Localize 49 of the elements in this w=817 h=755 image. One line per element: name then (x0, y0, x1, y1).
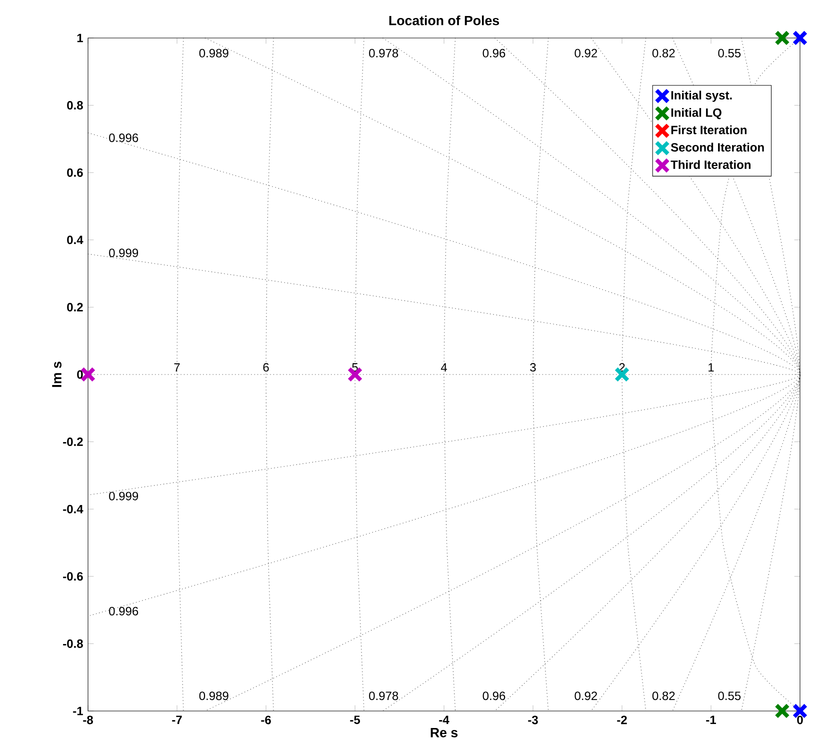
annotation: 0.55 (718, 48, 741, 58)
x-tick-label: -4 (439, 716, 450, 724)
x-axis-title: Re s (430, 728, 458, 738)
annotation: 0.55 (718, 692, 741, 700)
y-axis-title: Im s (52, 362, 62, 387)
y-tick-label: 1 (77, 34, 83, 42)
annotation: 0.82 (652, 692, 675, 700)
annotation: 0.978 (369, 692, 398, 700)
annotation: 0.999 (109, 248, 138, 258)
x-tick-label: -5 (350, 716, 360, 724)
y-tick-label: -0.2 (63, 438, 83, 446)
legend-label: Initial syst. (671, 90, 732, 102)
y-tick-label: -0.8 (63, 639, 83, 648)
annotation: 0.999 (109, 492, 138, 500)
y-tick-label: 0 (77, 370, 83, 379)
y-tick-label: -0.6 (63, 572, 83, 581)
annotation: 7 (174, 363, 180, 372)
y-tick-label: -1 (73, 706, 83, 716)
annotation: 0.96 (482, 48, 506, 58)
chart-title: Location of Poles (389, 15, 500, 26)
x-tick-label: -3 (528, 716, 538, 724)
legend-label: Initial LQ (671, 108, 722, 120)
annotation: 0.989 (199, 48, 228, 58)
legend-label: First Iteration (671, 125, 746, 134)
annotation: 0.82 (652, 48, 675, 58)
y-tick-label: 0.8 (67, 101, 83, 110)
annotation: 4 (440, 363, 447, 372)
legend-label: Third Iteration (670, 160, 750, 169)
x-tick-label: -6 (261, 716, 271, 724)
y-tick-label: 0.2 (67, 302, 83, 312)
x-tick-label: -2 (617, 716, 627, 724)
annotation: 3 (530, 363, 536, 372)
annotation: 0.96 (482, 692, 506, 700)
annotation: 0.996 (109, 606, 138, 616)
annotation: 0.92 (574, 48, 598, 58)
annotation: 0.978 (369, 48, 398, 58)
x-tick-label: -1 (706, 716, 716, 724)
y-tick-label: 0.4 (67, 236, 84, 244)
legend-label: Second Iteration (670, 142, 764, 152)
annotation: 0.989 (199, 692, 228, 700)
annotation: 0.92 (574, 692, 598, 700)
annotation: 1 (708, 363, 714, 372)
x-tick-label: 0 (797, 716, 803, 724)
y-tick-label: 0.6 (67, 168, 83, 177)
x-tick-label: -7 (172, 716, 182, 724)
x-tick-label: -8 (83, 716, 93, 724)
annotation: 6 (263, 363, 269, 372)
y-tick-label: -0.4 (63, 504, 84, 514)
annotation: 0.996 (109, 134, 138, 142)
